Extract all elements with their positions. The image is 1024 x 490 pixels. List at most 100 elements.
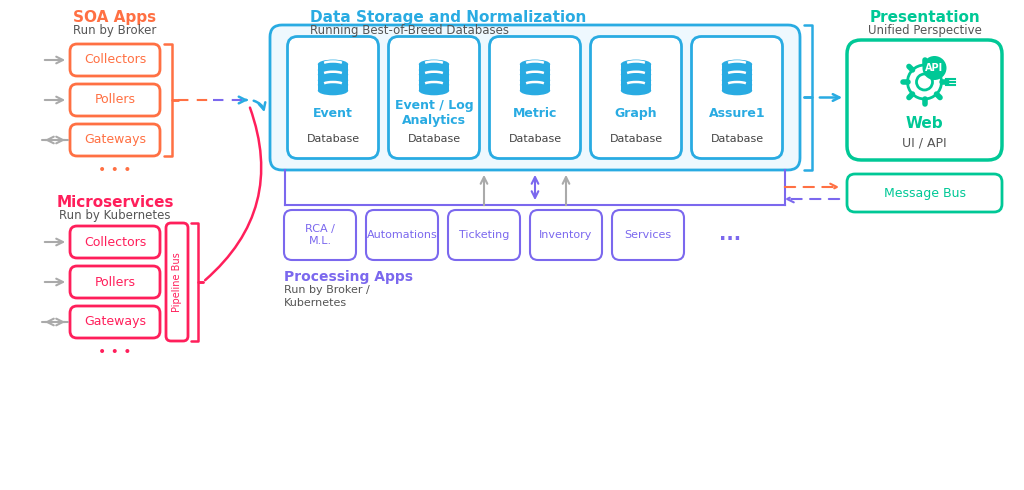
FancyBboxPatch shape [847,174,1002,212]
Text: Database: Database [509,134,561,144]
Ellipse shape [722,60,753,69]
FancyBboxPatch shape [270,25,800,170]
Text: Pollers: Pollers [94,94,135,106]
Ellipse shape [419,65,450,75]
Text: Assure1: Assure1 [709,107,765,120]
Text: Run by Broker: Run by Broker [74,24,157,37]
Text: Run by Broker /
Kubernetes: Run by Broker / Kubernetes [284,285,370,308]
Bar [419,74,450,80]
Text: Presentation: Presentation [869,10,980,25]
Text: UI / API: UI / API [902,137,947,150]
FancyBboxPatch shape [70,124,160,156]
Text: Web: Web [905,117,943,131]
Bar [520,74,550,80]
Ellipse shape [419,80,450,90]
Text: Data Storage and Normalization: Data Storage and Normalization [310,10,587,25]
Text: Microservices: Microservices [56,195,174,210]
Bar [317,74,348,80]
Text: Collectors: Collectors [84,53,146,67]
Ellipse shape [722,75,753,85]
Ellipse shape [317,70,348,79]
Ellipse shape [520,60,550,69]
Text: Message Bus: Message Bus [884,187,966,199]
Bar [722,70,753,91]
Text: Ticketing: Ticketing [459,230,509,240]
Bar [317,64,348,70]
Text: Run by Kubernetes: Run by Kubernetes [59,209,171,222]
Text: Database: Database [609,134,663,144]
Text: • • •: • • • [98,163,132,177]
Text: Pollers: Pollers [94,275,135,289]
Text: Automations: Automations [367,230,437,240]
Ellipse shape [419,70,450,79]
Text: Inventory: Inventory [540,230,593,240]
Text: • • •: • • • [98,345,132,359]
Ellipse shape [317,65,348,75]
Ellipse shape [317,86,348,95]
Ellipse shape [621,75,651,85]
FancyArrowPatch shape [254,101,265,110]
Ellipse shape [520,70,550,79]
Ellipse shape [520,75,550,85]
Text: API: API [926,63,943,73]
Bar [722,85,753,91]
FancyArrowPatch shape [205,108,261,280]
Bar [317,70,348,91]
Ellipse shape [621,70,651,79]
Ellipse shape [317,60,348,69]
FancyBboxPatch shape [530,210,602,260]
Bar [520,85,550,91]
Bar [419,85,450,91]
FancyBboxPatch shape [70,44,160,76]
FancyBboxPatch shape [388,36,479,158]
Text: Gateways: Gateways [84,316,146,328]
Ellipse shape [520,80,550,90]
Text: Graph: Graph [614,107,657,120]
Text: Running Best-of-Breed Databases: Running Best-of-Breed Databases [310,24,509,37]
Ellipse shape [317,75,348,85]
FancyBboxPatch shape [70,266,160,298]
Ellipse shape [722,80,753,90]
Bar [722,74,753,80]
Ellipse shape [520,65,550,75]
Circle shape [923,56,946,80]
FancyBboxPatch shape [70,226,160,258]
Text: Processing Apps: Processing Apps [284,270,413,284]
Text: Event / Log
Analytics: Event / Log Analytics [394,99,473,127]
Bar [520,70,550,91]
Ellipse shape [621,60,651,69]
Ellipse shape [621,86,651,95]
FancyBboxPatch shape [449,210,520,260]
Bar [621,74,651,80]
Ellipse shape [722,65,753,75]
Text: Gateways: Gateways [84,133,146,147]
Ellipse shape [419,60,450,69]
Text: SOA Apps: SOA Apps [74,10,157,25]
Text: Metric: Metric [513,107,557,120]
Ellipse shape [722,86,753,95]
Bar [621,85,651,91]
Ellipse shape [520,86,550,95]
Bar [419,64,450,70]
Ellipse shape [621,80,651,90]
Text: Services: Services [625,230,672,240]
Bar [722,64,753,70]
FancyBboxPatch shape [612,210,684,260]
Ellipse shape [317,80,348,90]
Text: ...: ... [719,225,741,245]
Bar [621,70,651,91]
Text: Unified Perspective: Unified Perspective [868,24,982,37]
Text: Database: Database [306,134,359,144]
Bar [419,70,450,91]
Bar [621,64,651,70]
Text: Pipeline Bus: Pipeline Bus [172,252,182,312]
Text: Database: Database [408,134,461,144]
Bar [317,85,348,91]
Ellipse shape [419,75,450,85]
Bar [520,64,550,70]
Ellipse shape [419,86,450,95]
Text: Database: Database [711,134,764,144]
FancyBboxPatch shape [847,40,1002,160]
Ellipse shape [621,65,651,75]
FancyBboxPatch shape [70,84,160,116]
